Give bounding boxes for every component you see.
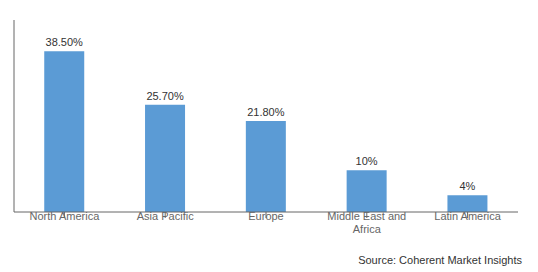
html-text:Source: Coherent Market Insigh: Source: Coherent Market Insights (358, 254, 522, 266)
svg-text:10%: 10% (356, 155, 378, 167)
svg-text:Asia Pacific: Asia Pacific (137, 210, 194, 222)
svg-text:Latin America: Latin America (434, 210, 502, 222)
svg-text:Middle East andAfrica: Middle East andAfrica (327, 210, 406, 235)
svg-text:Europe: Europe (248, 210, 283, 222)
svg-text:21.80%: 21.80% (247, 106, 285, 118)
svg-text:25.70%: 25.70% (146, 90, 184, 102)
svg-text:4%: 4% (459, 180, 475, 192)
svg-text:North America: North America (30, 210, 101, 222)
svg-text:38.50%: 38.50% (46, 36, 84, 48)
